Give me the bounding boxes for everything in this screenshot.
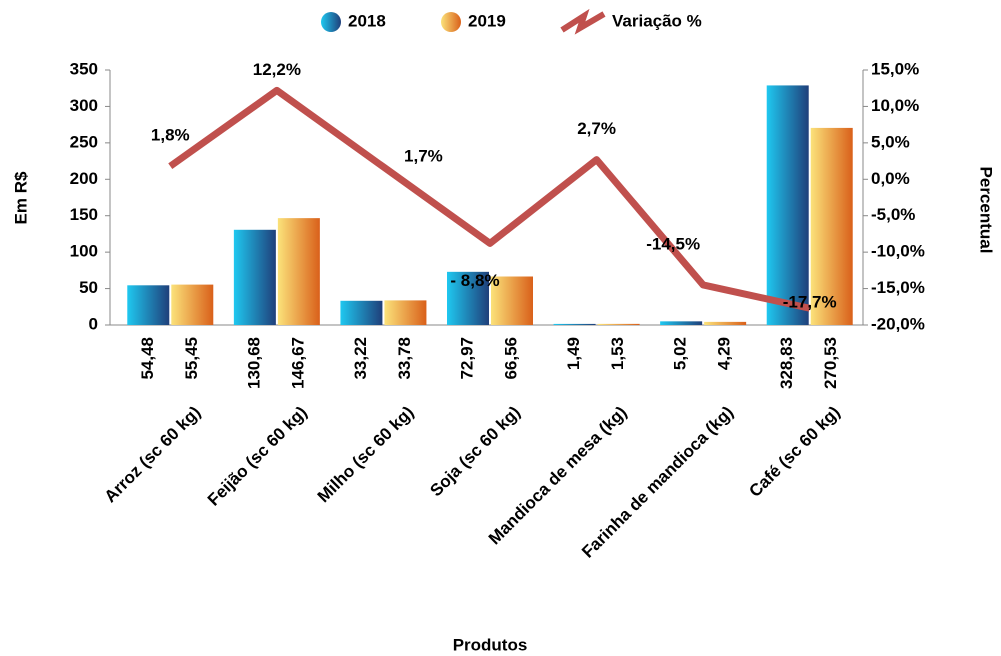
value-label: 328,83 (777, 337, 796, 389)
y2-tick-label: -10,0% (871, 242, 925, 261)
y2-tick-label: -20,0% (871, 314, 925, 333)
x-tick-label: Feijão (sc 60 kg) (204, 403, 311, 510)
x-tick-label: Arroz (sc 60 kg) (101, 403, 205, 507)
value-label: 146,67 (288, 337, 307, 389)
bar (171, 284, 214, 325)
x-tick-label: Milho (sc 60 kg) (314, 403, 418, 507)
legend-swatch (560, 8, 606, 35)
y-tick-label: 150 (70, 205, 98, 224)
line-value-label: 2,7% (577, 119, 616, 138)
y-tick-label: 250 (70, 132, 98, 151)
bar (491, 276, 533, 325)
y-tick-label: 0 (89, 314, 98, 333)
bar (810, 127, 853, 326)
line-value-label: -17,7% (783, 293, 837, 312)
value-label: 1,49 (564, 337, 583, 370)
value-label: 33,22 (351, 337, 370, 380)
y2-axis-title: Percentual (977, 167, 996, 254)
y2-tick-label: 0,0% (871, 169, 910, 188)
value-label: 54,48 (138, 337, 157, 380)
value-label: 33,78 (395, 337, 414, 380)
x-tick-label: Soja (sc 60 kg) (426, 403, 524, 501)
value-label: 130,68 (244, 337, 263, 389)
value-label: 66,56 (501, 337, 520, 380)
bar (340, 300, 383, 325)
y2-tick-label: 5,0% (871, 132, 910, 151)
line-value-label: 1,7% (404, 146, 443, 165)
bar (384, 300, 427, 325)
bar (233, 229, 276, 325)
value-label: 1,53 (608, 337, 627, 370)
y-tick-label: 100 (70, 242, 98, 261)
value-label: 55,45 (182, 337, 201, 380)
bar (704, 321, 747, 325)
y2-tick-label: 15,0% (871, 59, 919, 78)
legend-label: Variação % (612, 11, 702, 30)
line (168, 86, 811, 312)
value-label: 4,29 (715, 337, 734, 370)
value-label: 270,53 (821, 337, 840, 389)
legend-label: 2018 (348, 11, 386, 30)
x-tick-label: Café (sc 60 kg) (745, 403, 843, 501)
y-tick-label: 200 (70, 169, 98, 188)
value-label: 5,02 (671, 337, 690, 370)
x-axis-title: Produtos (453, 635, 528, 654)
bar (447, 271, 489, 325)
line-value-label: -14,5% (646, 234, 700, 253)
legend-swatch (321, 12, 341, 32)
line-value-label: 1,8% (151, 126, 190, 145)
y-axis-title: Em R$ (11, 171, 30, 224)
line-value-label: 12,2% (253, 60, 301, 79)
legend-swatch (441, 12, 461, 32)
line-value-label: - 8,8% (450, 271, 499, 290)
y-tick-label: 350 (70, 59, 98, 78)
y-tick-label: 300 (70, 96, 98, 115)
bar (277, 218, 320, 325)
bar (660, 321, 703, 325)
y2-tick-label: -15,0% (871, 278, 925, 297)
y-tick-label: 50 (79, 278, 98, 297)
value-label: 72,97 (457, 337, 476, 380)
bar (597, 323, 640, 325)
bar (127, 285, 170, 325)
y2-tick-label: -5,0% (871, 205, 915, 224)
legend-label: 2019 (468, 11, 506, 30)
y2-tick-label: 10,0% (871, 96, 919, 115)
bar (766, 85, 809, 325)
bar (553, 323, 596, 325)
